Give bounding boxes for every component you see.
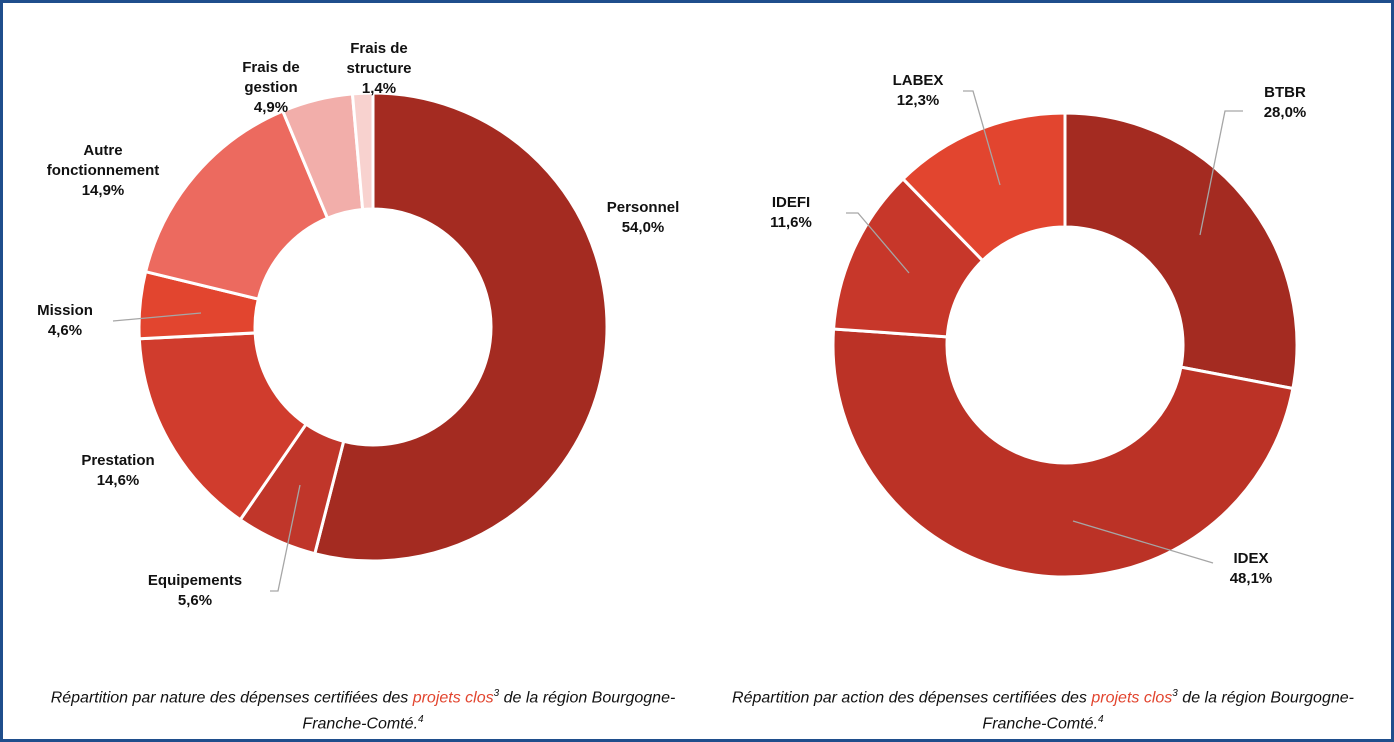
value-label: 14,6% <box>96 472 140 489</box>
caption-sup2: 4 <box>1098 714 1104 726</box>
value-label: 4,9% <box>253 99 289 116</box>
charts <box>112 90 1299 592</box>
donut-slice <box>350 91 375 212</box>
caption: Répartition par nature des dépenses cert… <box>23 683 703 736</box>
category-name: Prestation <box>81 452 155 469</box>
caption-sup2: 4 <box>418 714 424 726</box>
caption-highlight: projets clos <box>1091 689 1173 707</box>
donut-slice <box>900 111 1067 263</box>
category-name: IDEFI <box>771 194 811 211</box>
slice-label: Mission 4,6% <box>20 301 110 341</box>
leader-line <box>112 312 202 322</box>
donut-slice <box>312 91 609 563</box>
caption-after: de la région Bourgogne-Franche-Comté. <box>982 689 1354 733</box>
caption-highlight: projets clos <box>412 689 494 707</box>
category-name: Frais de structure <box>346 40 412 77</box>
leader-line <box>1199 110 1243 236</box>
value-label: 11,6% <box>770 214 812 231</box>
leader-line <box>963 90 1001 186</box>
category-name: Personnel <box>606 199 680 216</box>
value-label: 28,0% <box>1263 104 1307 121</box>
caption-after: de la région Bourgogne-Franche-Comté. <box>302 689 676 733</box>
value-label: 5,6% <box>177 592 213 609</box>
leader-line <box>270 484 301 592</box>
slice-label: Frais de gestion 4,9% <box>231 58 311 118</box>
donut-slice <box>137 331 309 522</box>
slice-label: Frais de structure 1,4% <box>334 39 424 99</box>
category-name: BTBR <box>1264 84 1306 101</box>
slice-label: Equipements 5,6% <box>130 571 260 611</box>
value-label: 1,4% <box>361 80 397 97</box>
category-name: IDEX <box>1233 550 1269 567</box>
value-label: 14,9% <box>81 182 125 199</box>
slice-label: BTBR 28,0% <box>1245 83 1325 123</box>
category-name: Frais de gestion <box>242 59 300 96</box>
category-name: LABEX <box>892 72 944 89</box>
value-label: 12,3% <box>896 92 940 109</box>
value-label: 54,0% <box>621 219 665 236</box>
slice-label: IDEFI 11,6% <box>751 193 831 233</box>
slice-label: IDEX 48,1% <box>1211 549 1291 589</box>
leader-line <box>1072 520 1214 564</box>
donut-slice <box>143 109 330 301</box>
caption-sup1: 3 <box>1172 688 1178 699</box>
slice-label: Autre fonctionnement 14,9% <box>43 141 163 201</box>
donut-slice <box>831 327 1295 579</box>
leader-line <box>846 212 910 274</box>
slice-label: Prestation 14,6% <box>63 451 173 491</box>
caption-sup1: 3 <box>493 688 500 699</box>
slice-label: Personnel 54,0% <box>578 198 708 238</box>
caption-before: Répartition par nature des dépenses cert… <box>50 689 413 707</box>
category-name: Mission <box>37 302 93 319</box>
donut-slice <box>1063 111 1299 391</box>
slice-label: LABEX 12,3% <box>878 71 958 111</box>
value-label: 48,1% <box>1229 570 1273 587</box>
caption: Répartition par action des dépenses cert… <box>703 683 1383 736</box>
category-name: Autre fonctionnement <box>46 142 160 179</box>
category-name: Equipements <box>147 572 243 589</box>
caption-before: Répartition par action des dépenses cert… <box>732 689 1092 707</box>
value-label: 4,6% <box>47 322 83 339</box>
